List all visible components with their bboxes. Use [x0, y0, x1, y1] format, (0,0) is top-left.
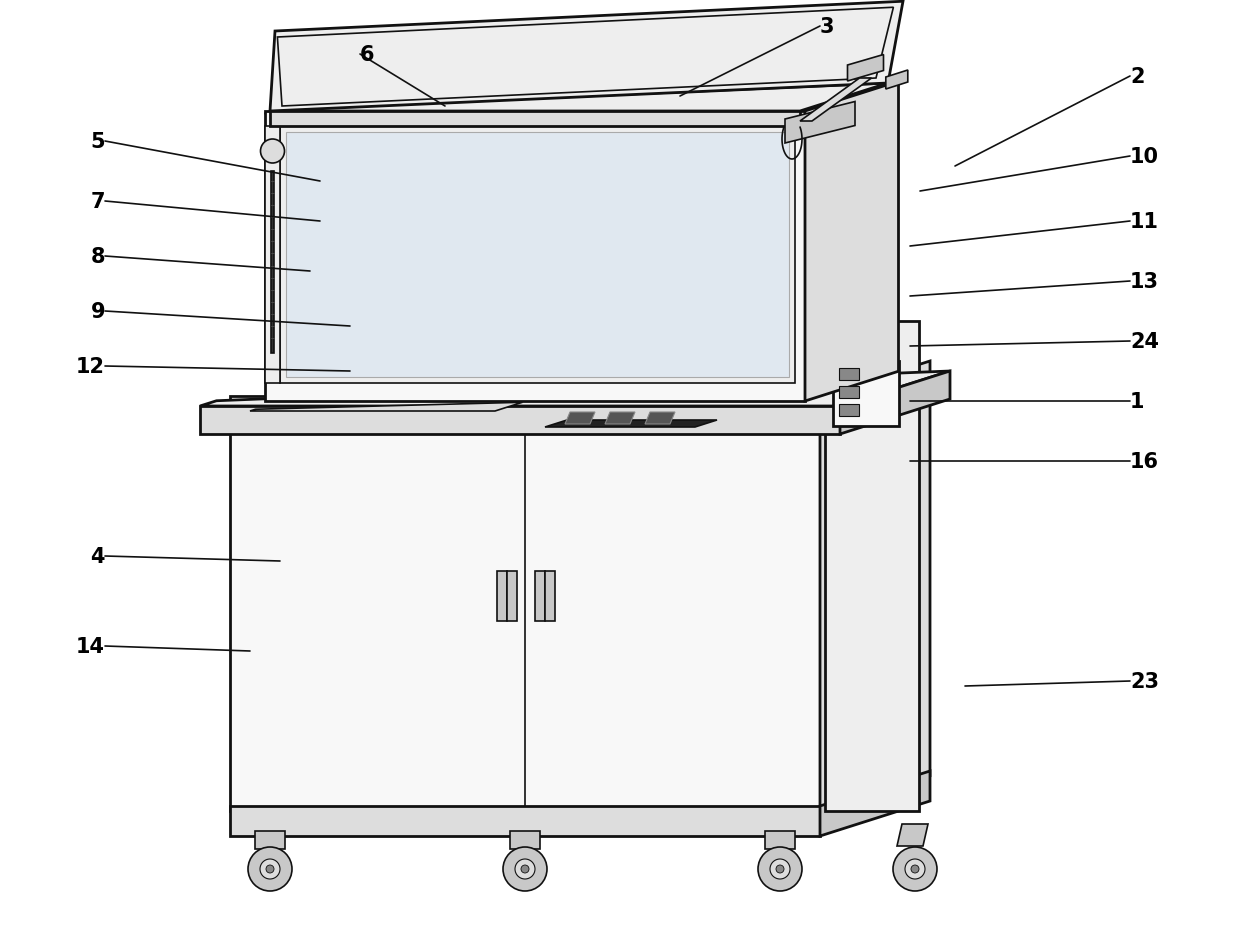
Text: 11: 11	[1130, 212, 1159, 232]
Text: 14: 14	[76, 636, 105, 656]
Polygon shape	[839, 369, 859, 381]
Circle shape	[905, 859, 925, 879]
Polygon shape	[270, 112, 800, 127]
Circle shape	[770, 859, 790, 879]
Polygon shape	[805, 82, 899, 402]
Circle shape	[893, 847, 937, 891]
Circle shape	[911, 865, 919, 873]
Circle shape	[515, 859, 534, 879]
Polygon shape	[785, 102, 856, 144]
Polygon shape	[546, 571, 556, 622]
Polygon shape	[250, 402, 522, 412]
Circle shape	[260, 859, 280, 879]
Polygon shape	[507, 571, 517, 622]
Text: 3: 3	[820, 17, 835, 37]
Text: 13: 13	[1130, 271, 1159, 292]
Text: 9: 9	[91, 301, 105, 322]
Text: 2: 2	[1130, 67, 1145, 87]
Polygon shape	[280, 127, 795, 384]
Circle shape	[260, 139, 284, 164]
Circle shape	[503, 847, 547, 891]
Polygon shape	[265, 112, 805, 402]
Polygon shape	[270, 84, 888, 112]
Polygon shape	[765, 831, 795, 849]
Polygon shape	[833, 361, 899, 427]
Text: 5: 5	[91, 132, 105, 152]
Text: 6: 6	[360, 45, 374, 65]
Polygon shape	[839, 404, 859, 417]
Polygon shape	[286, 133, 789, 377]
Polygon shape	[510, 831, 539, 849]
Polygon shape	[839, 372, 950, 434]
Polygon shape	[546, 420, 717, 428]
Polygon shape	[897, 824, 928, 846]
Circle shape	[267, 865, 274, 873]
Polygon shape	[645, 413, 675, 425]
Text: 23: 23	[1130, 671, 1159, 692]
Circle shape	[758, 847, 802, 891]
Text: 10: 10	[1130, 147, 1159, 167]
Polygon shape	[825, 322, 919, 812]
Text: 16: 16	[1130, 451, 1159, 472]
Text: 4: 4	[91, 547, 105, 566]
Circle shape	[248, 847, 291, 891]
Polygon shape	[272, 172, 274, 354]
Polygon shape	[839, 387, 859, 399]
Polygon shape	[200, 372, 950, 406]
Polygon shape	[847, 55, 883, 82]
Text: 8: 8	[91, 247, 105, 267]
Polygon shape	[605, 413, 635, 425]
Polygon shape	[229, 397, 820, 812]
Polygon shape	[270, 2, 903, 112]
Polygon shape	[885, 71, 908, 90]
Polygon shape	[200, 406, 839, 434]
Polygon shape	[820, 771, 930, 836]
Text: 12: 12	[76, 357, 105, 376]
Text: 1: 1	[1130, 391, 1145, 412]
Polygon shape	[534, 571, 546, 622]
Circle shape	[776, 865, 784, 873]
Polygon shape	[565, 413, 595, 425]
Polygon shape	[229, 806, 820, 836]
Text: 24: 24	[1130, 331, 1159, 352]
Polygon shape	[497, 571, 507, 622]
Polygon shape	[265, 127, 280, 384]
Circle shape	[521, 865, 529, 873]
Text: 7: 7	[91, 192, 105, 212]
Polygon shape	[820, 361, 930, 812]
Polygon shape	[255, 831, 285, 849]
Polygon shape	[800, 79, 872, 122]
